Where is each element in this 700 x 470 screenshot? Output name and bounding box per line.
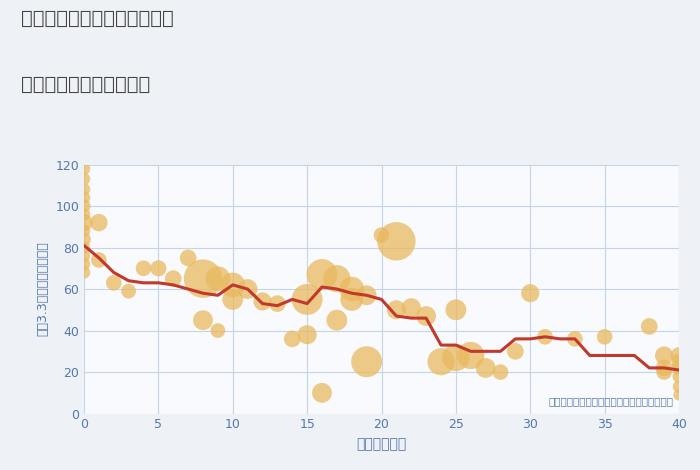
- Point: [673, 358, 685, 366]
- Point: [78, 252, 90, 259]
- Point: [78, 269, 90, 276]
- Point: [450, 306, 461, 313]
- Point: [212, 327, 223, 334]
- Point: [435, 358, 447, 366]
- Point: [227, 281, 238, 289]
- Point: [644, 323, 655, 330]
- Point: [659, 368, 670, 376]
- Point: [78, 202, 90, 210]
- Point: [78, 165, 90, 172]
- Point: [391, 306, 402, 313]
- Point: [153, 265, 164, 272]
- Point: [78, 260, 90, 268]
- Point: [480, 364, 491, 372]
- Point: [242, 285, 253, 293]
- Point: [659, 352, 670, 359]
- Point: [168, 275, 179, 282]
- Point: [673, 352, 685, 359]
- Point: [450, 354, 461, 361]
- Point: [525, 290, 536, 297]
- Point: [406, 304, 417, 312]
- Text: 大阪府大阪市東住吉区矢田の: 大阪府大阪市東住吉区矢田の: [21, 9, 174, 28]
- Point: [78, 219, 90, 227]
- Point: [78, 211, 90, 218]
- Point: [302, 296, 313, 303]
- Point: [227, 296, 238, 303]
- Point: [361, 358, 372, 366]
- Point: [108, 279, 119, 287]
- Point: [465, 352, 476, 359]
- Point: [316, 389, 328, 397]
- Point: [78, 227, 90, 235]
- Y-axis label: 坪（3.3㎡）単価（万円）: 坪（3.3㎡）単価（万円）: [36, 242, 50, 337]
- Point: [316, 271, 328, 278]
- Point: [78, 175, 90, 183]
- Point: [346, 285, 357, 293]
- Point: [93, 256, 104, 264]
- Point: [376, 231, 387, 239]
- Text: 円の大きさは、取引のあった物件面積を示す: 円の大きさは、取引のあった物件面積を示す: [548, 396, 673, 406]
- Point: [197, 275, 209, 282]
- Point: [673, 372, 685, 380]
- Text: 築年数別中古戸建て価格: 築年数別中古戸建て価格: [21, 75, 150, 94]
- Point: [272, 300, 283, 307]
- Point: [331, 275, 342, 282]
- Point: [569, 335, 580, 343]
- Point: [346, 296, 357, 303]
- Point: [78, 194, 90, 202]
- Point: [78, 235, 90, 243]
- Point: [599, 333, 610, 341]
- X-axis label: 築年数（年）: 築年数（年）: [356, 437, 407, 451]
- Point: [302, 331, 313, 338]
- Point: [331, 316, 342, 324]
- Point: [540, 333, 551, 341]
- Point: [78, 244, 90, 251]
- Point: [510, 348, 521, 355]
- Point: [659, 364, 670, 372]
- Point: [78, 186, 90, 193]
- Point: [673, 383, 685, 391]
- Point: [123, 287, 134, 295]
- Point: [673, 391, 685, 399]
- Point: [361, 291, 372, 299]
- Point: [138, 265, 149, 272]
- Point: [257, 298, 268, 306]
- Point: [421, 312, 432, 320]
- Point: [391, 237, 402, 245]
- Point: [495, 368, 506, 376]
- Point: [93, 219, 104, 227]
- Point: [212, 275, 223, 282]
- Point: [183, 254, 194, 262]
- Point: [287, 335, 298, 343]
- Point: [673, 364, 685, 372]
- Point: [197, 316, 209, 324]
